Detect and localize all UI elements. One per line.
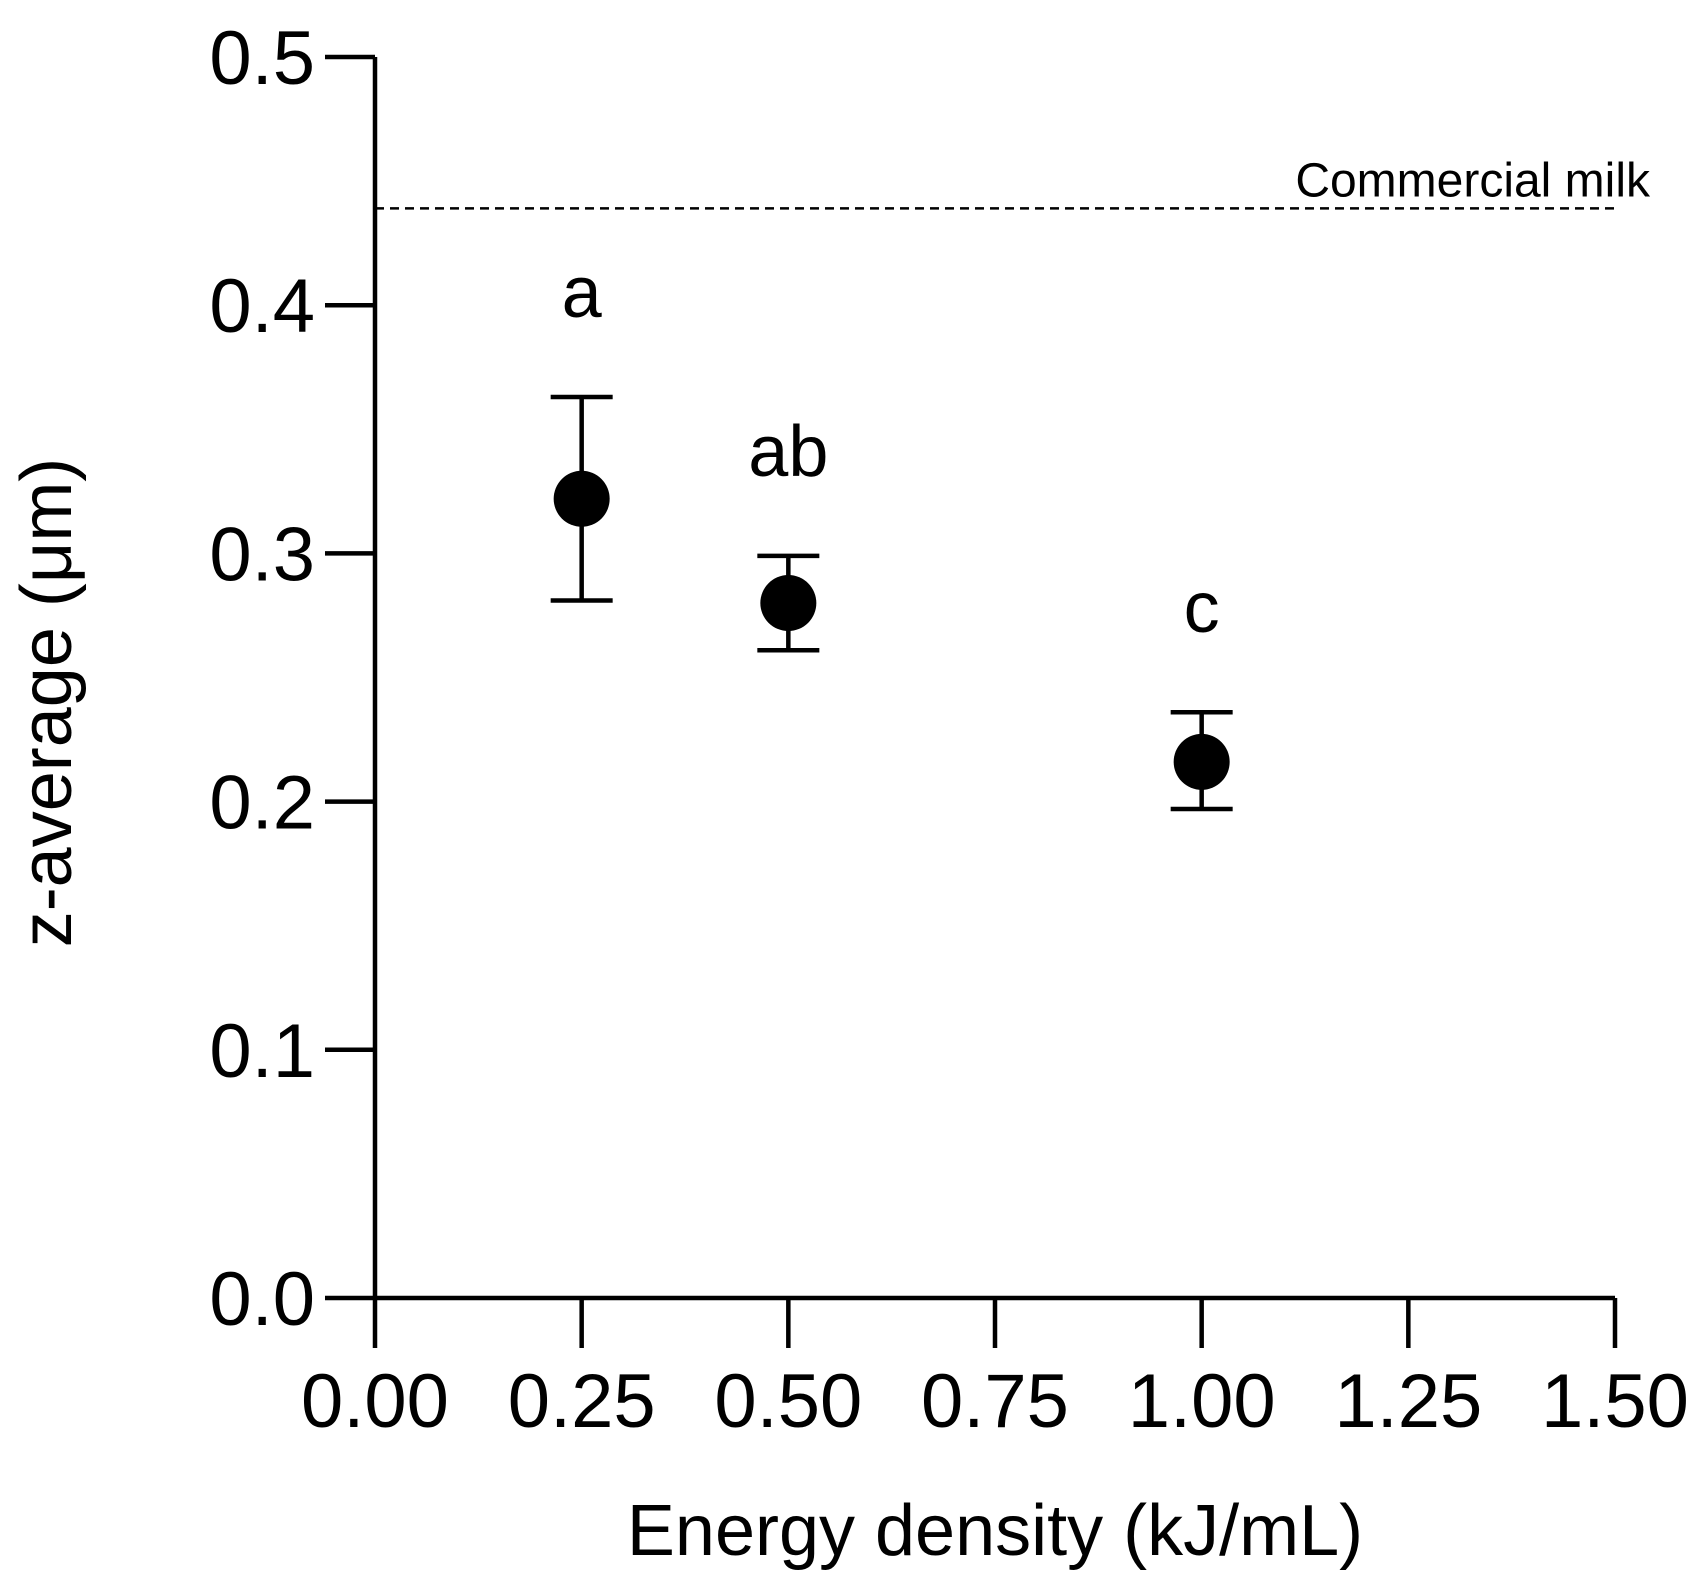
data-point-group: ab — [748, 412, 828, 653]
y-axis-ticks: 0.0 0.1 0.2 0.3 0.4 0.5 — [209, 16, 375, 1342]
y-tick-label: 0.4 — [209, 264, 315, 349]
data-point-marker — [553, 470, 610, 527]
y-tick-label: 0.5 — [209, 16, 315, 101]
x-tick-label: 0.50 — [714, 1359, 862, 1444]
x-tick-label: 1.50 — [1541, 1359, 1689, 1444]
y-axis-title: z-average (μm) — [7, 458, 87, 948]
y-tick-label: 0.0 — [209, 1257, 315, 1342]
y-tick-label: 0.1 — [209, 1009, 315, 1094]
x-axis-ticks: 0.00 0.25 0.50 0.75 1.00 1.25 1.50 — [301, 1298, 1689, 1444]
x-axis-title: Energy density (kJ/mL) — [627, 1491, 1363, 1571]
commercial-milk-label: Commercial milk — [1295, 154, 1651, 207]
significance-letter: ab — [748, 412, 828, 492]
y-tick-label: 0.3 — [209, 512, 315, 597]
significance-letter: a — [562, 253, 603, 333]
data-points: a ab c — [550, 253, 1233, 812]
x-tick-label: 0.75 — [921, 1359, 1069, 1444]
data-point-marker — [1173, 733, 1230, 790]
data-point-group: a — [550, 253, 613, 603]
x-tick-label: 1.00 — [1128, 1359, 1276, 1444]
data-point-marker — [760, 575, 817, 632]
x-tick-label: 0.25 — [508, 1359, 656, 1444]
significance-letter: c — [1184, 568, 1220, 648]
x-tick-label: 0.00 — [301, 1359, 449, 1444]
data-point-group: c — [1170, 568, 1233, 812]
x-tick-label: 1.25 — [1334, 1359, 1482, 1444]
y-tick-label: 0.2 — [209, 761, 315, 846]
